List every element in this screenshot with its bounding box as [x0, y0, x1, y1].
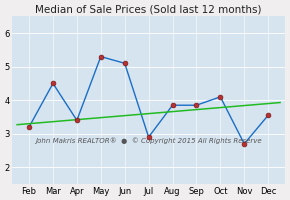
Point: [218, 95, 223, 98]
Point: [146, 135, 151, 139]
Title: Median of Sale Prices (Sold last 12 months): Median of Sale Prices (Sold last 12 mont…: [35, 4, 262, 14]
Point: [242, 142, 246, 145]
Point: [51, 82, 55, 85]
Point: [194, 104, 199, 107]
Point: [266, 114, 271, 117]
Point: [75, 119, 79, 122]
Point: [27, 125, 31, 129]
Point: [170, 104, 175, 107]
Text: John Makris REALTOR®  ●  © Copyright 2015 All Rights Reserve: John Makris REALTOR® ● © Copyright 2015 …: [35, 137, 262, 144]
Point: [99, 55, 103, 58]
Point: [122, 62, 127, 65]
